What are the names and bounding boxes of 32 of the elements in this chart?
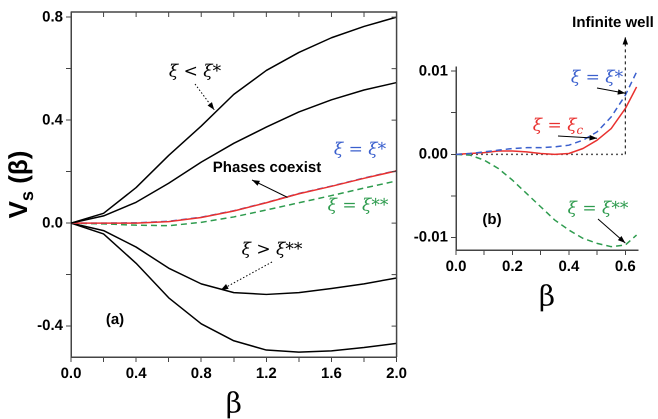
line-series <box>456 154 638 248</box>
x-tick-label: 1.2 <box>256 365 277 382</box>
annotation: (a) <box>106 311 124 328</box>
series-label: ξ = ξ* <box>334 139 387 160</box>
x-tick-label: 0.8 <box>190 365 212 382</box>
series-label: ξ = ξ* <box>570 67 624 88</box>
x-tick-label: 0.0 <box>60 365 82 382</box>
x-tick-label: 0.6 <box>614 258 636 276</box>
annotation: Infinite well <box>572 14 654 32</box>
y-tick-label: -0.01 <box>414 228 448 246</box>
y-tick-label: 0.4 <box>42 111 64 128</box>
series-label: ξ = ξ** <box>328 195 389 216</box>
x-tick-label: 1.6 <box>321 365 342 382</box>
annotation: ξ > ξ** <box>242 239 303 260</box>
y-axis-title: Vs (β) <box>3 150 37 218</box>
x-tick-label: 0.4 <box>558 258 580 276</box>
y-tick-label: 0.0 <box>42 214 63 232</box>
y-tick-label: 0.00 <box>418 145 448 162</box>
y-tick-label: 0.8 <box>42 8 63 26</box>
x-tick-label: 0.4 <box>126 365 148 382</box>
x-tick-label: 0.0 <box>446 258 466 276</box>
y-tick-label: -0.4 <box>37 317 64 334</box>
x-tick-label: 0.2 <box>502 258 523 276</box>
x-axis-title: β <box>538 279 556 312</box>
annotation: ξ < ξ* <box>168 61 222 82</box>
x-tick-label: 2.0 <box>386 365 408 382</box>
series-label: ξ = ξ** <box>568 198 629 218</box>
annotation: (b) <box>482 211 502 228</box>
annotation: Phases coexist <box>212 159 322 176</box>
line-series <box>456 71 638 156</box>
y-tick-label: 0.01 <box>418 62 448 80</box>
x-axis-title: β <box>226 386 242 419</box>
